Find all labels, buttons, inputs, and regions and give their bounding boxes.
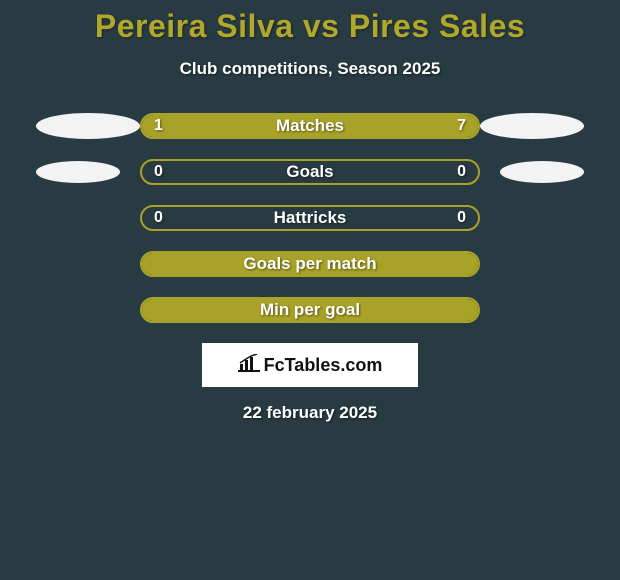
avatar-right-slot	[480, 113, 590, 139]
stat-row: 17Matches	[0, 113, 620, 139]
stat-row: Min per goal	[0, 297, 620, 323]
avatar-right-slot	[480, 297, 590, 323]
player-avatar-right	[500, 161, 584, 183]
stat-label: Min per goal	[142, 299, 478, 321]
avatar-right-slot	[480, 159, 590, 185]
stat-bar: 17Matches	[140, 113, 480, 139]
stat-row: Goals per match	[0, 251, 620, 277]
avatar-left-slot	[30, 113, 140, 139]
avatar-left-slot	[30, 159, 140, 185]
avatar-left-slot	[30, 297, 140, 323]
stat-label: Matches	[142, 115, 478, 137]
avatar-left-slot	[30, 205, 140, 231]
date-label: 22 february 2025	[0, 403, 620, 423]
avatar-right-slot	[480, 251, 590, 277]
comparison-panel: Pereira Silva vs Pires Sales Club compet…	[0, 0, 620, 423]
player-avatar-left	[36, 161, 120, 183]
avatar-right-slot	[480, 205, 590, 231]
page-subtitle: Club competitions, Season 2025	[0, 59, 620, 79]
stat-bar: Min per goal	[140, 297, 480, 323]
chart-icon	[238, 354, 260, 376]
stat-bar: Goals per match	[140, 251, 480, 277]
avatar-left-slot	[30, 251, 140, 277]
player-avatar-right	[480, 113, 584, 139]
stat-label: Goals	[142, 161, 478, 183]
stat-row: 00Goals	[0, 159, 620, 185]
stat-label: Hattricks	[142, 207, 478, 229]
stat-bar: 00Goals	[140, 159, 480, 185]
logo-text: FcTables.com	[264, 355, 383, 376]
page-title: Pereira Silva vs Pires Sales	[0, 8, 620, 45]
stat-rows: 17Matches 00Goals 00Hattricks Goals per mat…	[0, 113, 620, 323]
player-avatar-left	[36, 113, 140, 139]
stat-bar: 00Hattricks	[140, 205, 480, 231]
stat-label: Goals per match	[142, 253, 478, 275]
source-logo: FcTables.com	[202, 343, 418, 387]
stat-row: 00Hattricks	[0, 205, 620, 231]
